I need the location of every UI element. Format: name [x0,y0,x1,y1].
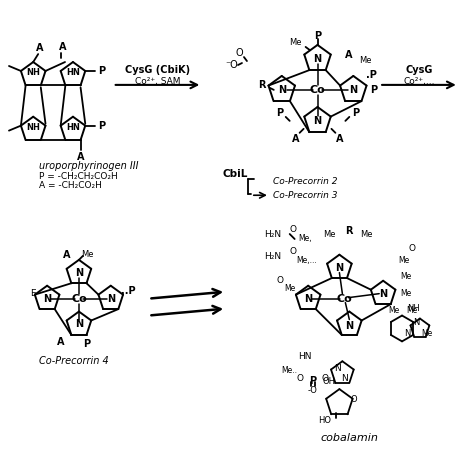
Text: O: O [235,48,243,58]
Text: A: A [336,134,343,144]
Text: P: P [276,108,283,118]
Text: NH: NH [26,68,40,77]
Text: A: A [292,134,300,144]
Text: Me: Me [398,256,410,265]
Text: N: N [313,116,321,126]
Text: N: N [75,319,83,329]
Text: P: P [99,66,106,76]
Text: P = -CH₂CH₂CO₂H: P = -CH₂CH₂CO₂H [39,172,118,181]
Text: HN: HN [66,123,80,132]
Text: N: N [345,321,354,331]
Text: Me: Me [389,306,400,315]
Text: N: N [313,54,321,64]
Text: Me: Me [323,229,336,238]
Text: NH: NH [26,123,40,132]
Text: N: N [278,85,286,95]
Text: A: A [57,337,65,347]
Text: N: N [341,374,348,383]
Text: A = -CH₂CO₂H: A = -CH₂CO₂H [39,181,102,190]
Text: N: N [75,268,83,278]
Text: O: O [276,276,283,285]
Text: NH: NH [408,304,420,313]
Text: P: P [352,108,359,118]
Text: R: R [346,226,353,236]
Text: Co: Co [337,293,352,304]
Text: N: N [335,263,344,273]
Text: A: A [77,152,84,162]
Text: CysG (CbiK): CysG (CbiK) [125,65,190,75]
Text: HN: HN [66,68,80,77]
Text: N: N [413,318,419,327]
Text: O: O [289,225,296,234]
Text: N: N [379,289,387,299]
Text: N: N [107,293,115,304]
Text: Me: Me [406,306,418,315]
Text: ..P: ..P [121,286,136,296]
Text: Me: Me [359,55,372,64]
Text: O: O [296,374,303,383]
Text: Co: Co [310,85,325,95]
Text: P: P [99,121,106,131]
Text: .P: .P [366,70,377,80]
Text: ⁻O: ⁻O [226,60,238,70]
Text: Co²⁺,...: Co²⁺,... [403,77,435,86]
Text: Me: Me [360,229,373,238]
Text: O: O [322,374,329,383]
Text: Me: Me [421,329,432,338]
Text: E: E [30,289,36,298]
Text: N: N [334,364,341,373]
Text: P: P [83,339,91,349]
Text: CbiL: CbiL [222,169,247,179]
Text: cobalamin: cobalamin [320,433,378,443]
Text: Co: Co [71,293,87,304]
Text: Me..: Me.. [282,366,298,375]
Text: H₂N: H₂N [264,229,282,238]
Text: O: O [350,394,356,403]
Text: A: A [36,43,44,53]
Text: uroporphyrinogen III: uroporphyrinogen III [39,162,139,172]
Text: P: P [370,85,377,95]
Text: A: A [345,50,352,60]
Text: HO: HO [318,417,331,426]
Text: N: N [304,293,312,304]
Text: Me: Me [401,289,411,298]
Text: OH: OH [323,377,336,386]
Text: CysG: CysG [405,65,433,75]
Text: N: N [404,329,410,338]
Text: O: O [409,245,416,254]
Text: Me: Me [290,38,302,47]
Text: H₂N: H₂N [264,252,282,261]
Text: N: N [349,85,357,95]
Text: HN: HN [298,352,311,361]
Text: P: P [309,376,316,386]
Text: Me: Me [401,272,411,281]
Text: R: R [258,80,265,90]
Text: Me: Me [81,250,93,259]
Text: Co-Precorrin 4: Co-Precorrin 4 [39,356,109,366]
Text: -O: -O [308,385,318,394]
Text: Co-Precorrin 2: Co-Precorrin 2 [273,177,337,186]
Text: Co-Precorrin 3: Co-Precorrin 3 [273,191,337,200]
Text: Me: Me [284,284,295,293]
Text: Me,...: Me,... [296,256,317,265]
Text: O: O [289,247,296,256]
Text: N: N [43,293,51,304]
Text: A: A [59,42,67,52]
Text: A: A [63,250,71,260]
Text: Co²⁺, SAM: Co²⁺, SAM [135,77,180,86]
Text: Me,: Me, [298,235,311,244]
Text: P: P [314,31,321,41]
